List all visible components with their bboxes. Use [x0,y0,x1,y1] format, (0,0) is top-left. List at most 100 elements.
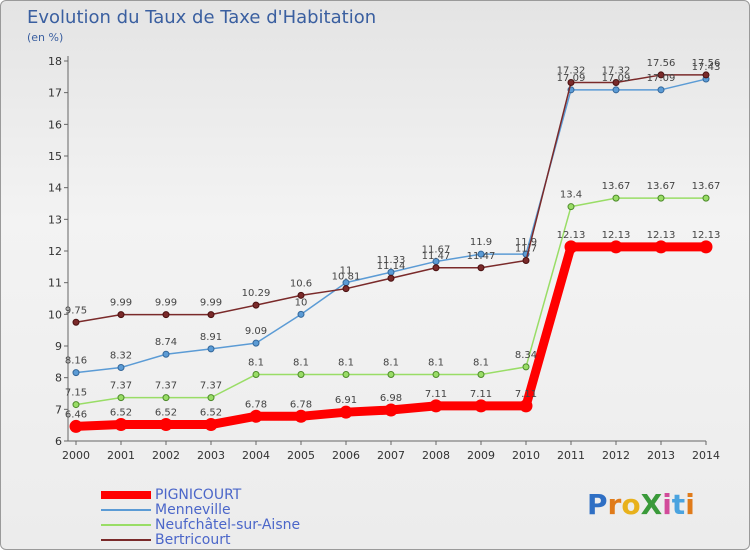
y-tick-label: 6 [55,435,62,448]
data-label: 11.7 [515,244,537,255]
data-point [249,409,263,423]
x-tick-label: 2003 [197,449,225,462]
data-point [519,399,533,413]
data-label: 7.15 [65,388,87,399]
data-point [339,405,353,419]
data-point [564,240,578,254]
data-point [432,371,440,378]
data-label: 11.33 [377,255,406,266]
data-point [297,371,305,378]
legend-label: Menneville [155,502,231,518]
y-tick-label: 10 [48,308,62,321]
data-label: 11.47 [422,251,451,262]
legend-swatch [101,491,151,499]
legend-swatch [101,524,151,526]
data-point [567,203,575,211]
data-point [162,350,170,358]
y-tick-label: 13 [48,213,62,226]
data-point [609,240,623,254]
data-point [474,399,488,413]
data-label: 10 [295,297,308,308]
x-tick-label: 2000 [62,449,90,462]
data-point [702,194,710,202]
data-label: 11 [340,266,353,277]
y-tick-label: 17 [48,87,62,100]
data-point [657,194,665,202]
data-point [657,86,665,94]
data-label: 13.4 [560,190,582,201]
legend-item: Menneville [101,502,231,518]
data-label: 7.11 [515,389,537,400]
data-label: 10.6 [290,278,312,289]
data-point [612,194,620,202]
legend-swatch [101,509,151,511]
x-tick-label: 2008 [422,449,450,462]
data-label: 8.1 [293,358,309,369]
data-point [159,418,173,432]
data-point [654,240,668,254]
data-label: 11.9 [470,237,492,248]
data-point [294,409,308,423]
data-point [207,345,215,353]
x-tick-label: 2004 [242,449,270,462]
data-label: 8.74 [155,337,177,348]
unit-label: (en %) [27,31,64,44]
data-label: 8.1 [473,358,489,369]
data-label: 8.16 [65,356,87,367]
data-point [117,364,125,372]
data-label: 13.67 [692,181,721,192]
x-tick-label: 2005 [287,449,315,462]
legend-label: Neufchâtel-sur-Aisne [155,517,301,533]
data-point [432,264,440,272]
proxiti-logo: ProXiti [587,488,695,521]
data-label: 11.9 [515,237,537,248]
data-label: 17.56 [692,58,721,69]
data-point [612,79,620,87]
data-point [72,369,80,377]
data-label: 11.47 [467,251,496,262]
data-label: 17.43 [692,62,721,73]
legend-swatch [101,539,151,541]
data-point [69,419,83,433]
x-tick-label: 2011 [557,449,585,462]
data-point [252,301,260,309]
chart-title: Evolution du Taux de Taxe d'Habitation [27,7,377,28]
data-label: 7.37 [200,381,222,392]
data-label: 12.13 [647,230,676,241]
x-tick-label: 2007 [377,449,405,462]
y-tick-label: 15 [48,150,62,163]
data-point [429,399,443,413]
data-point [207,394,215,402]
data-label: 12.13 [602,230,631,241]
x-tick-label: 2001 [107,449,135,462]
data-label: 11.67 [422,244,451,255]
data-point [114,418,128,432]
data-label: 6.46 [65,409,87,420]
data-point [522,363,530,371]
data-point [477,264,485,272]
x-tick-label: 2010 [512,449,540,462]
data-label: 9.75 [65,305,87,316]
data-point [297,291,305,299]
data-point [162,394,170,402]
data-point [477,371,485,378]
data-point [117,311,125,319]
y-tick-label: 7 [55,403,62,416]
x-tick-label: 2006 [332,449,360,462]
data-label: 10.81 [332,272,361,283]
data-label: 7.11 [425,389,447,400]
data-label: 6.52 [155,408,177,419]
data-label: 17.32 [602,66,631,77]
data-point [252,339,260,347]
x-tick-label: 2009 [467,449,495,462]
data-point [207,311,215,319]
data-point [297,310,305,318]
data-label: 8.32 [110,351,132,362]
legend-item: Bertricourt [101,532,231,548]
series-line [75,78,707,374]
data-point [342,285,350,293]
data-label: 6.98 [380,393,402,404]
data-point [252,371,260,378]
